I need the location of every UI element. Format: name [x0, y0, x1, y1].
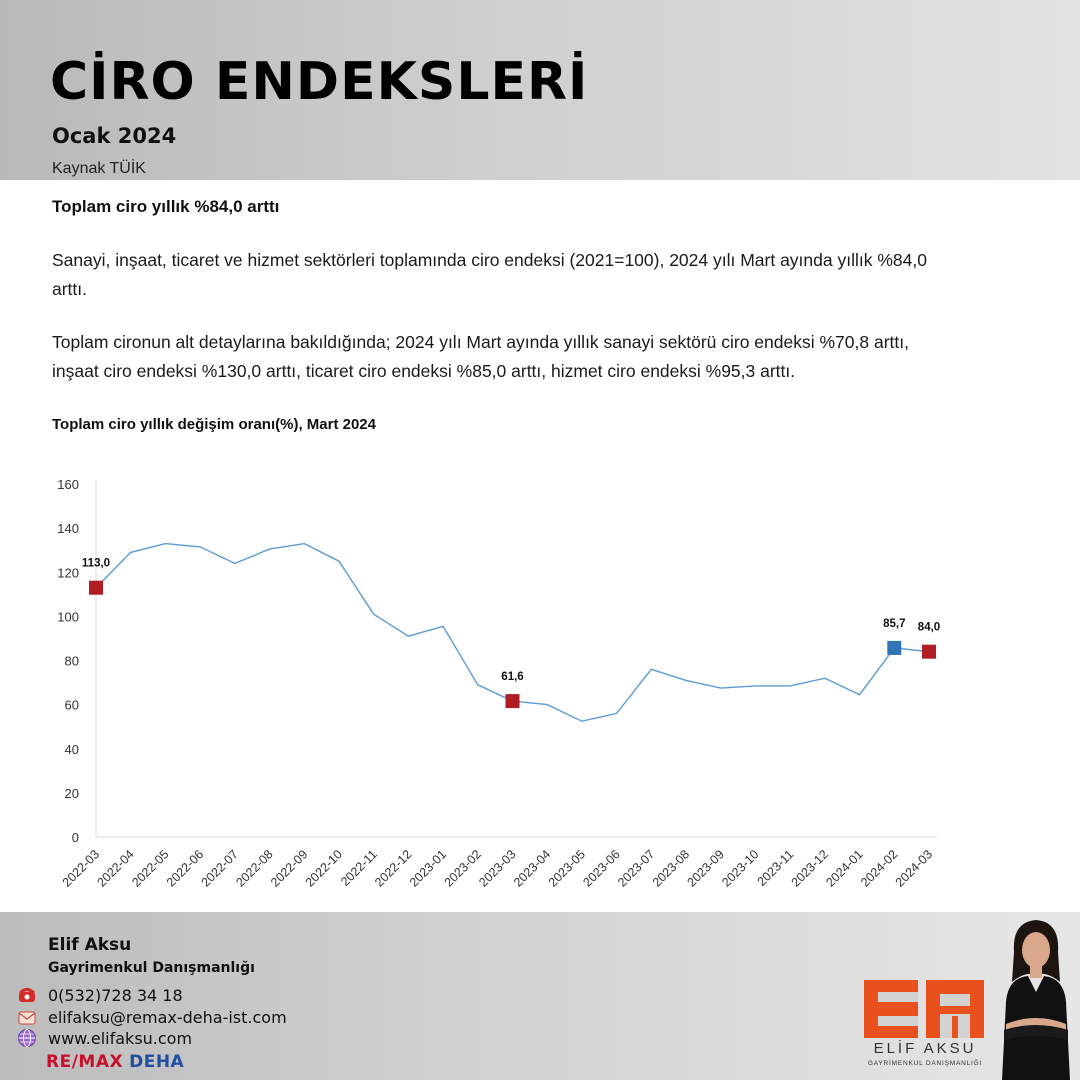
brand-logo: ELİF AKSU GAYRİMENKUL DANIŞMANLIĞI [862, 978, 988, 1074]
x-tick-label: 2023-05 [546, 847, 588, 889]
chart-title: Toplam ciro yıllık değişim oranı(%), Mar… [52, 416, 376, 433]
y-tick-label: 160 [57, 477, 79, 492]
website-url: www.elifaksu.com [48, 1028, 193, 1048]
globe-icon [16, 1028, 38, 1048]
x-tick-label: 2022-04 [94, 847, 136, 889]
data-label: 84,0 [918, 622, 940, 634]
x-tick-label: 2022-06 [164, 847, 206, 889]
header-banner: CİRO ENDEKSLERİ Ocak 2024 Kaynak TÜİK [0, 0, 1080, 180]
x-tick-label: 2023-06 [580, 847, 622, 889]
x-tick-label: 2024-03 [893, 847, 935, 889]
x-tick-label: 2023-01 [407, 847, 449, 889]
headline: Toplam ciro yıllık %84,0 arttı [52, 197, 280, 216]
x-tick-label: 2022-11 [338, 847, 380, 889]
office-name: DEHA [129, 1052, 185, 1072]
x-tick-label: 2023-02 [442, 847, 484, 889]
x-tick-label: 2022-10 [303, 847, 345, 889]
highlight-marker [505, 694, 520, 709]
email-address: elifaksu@remax-deha-ist.com [48, 1007, 287, 1027]
ea-monogram-icon [864, 980, 984, 1038]
x-tick-label: 2023-10 [719, 847, 761, 889]
paragraph-details: Toplam cironun alt detaylarına bakıldığı… [52, 332, 909, 381]
x-tick-label: 2023-04 [511, 847, 553, 889]
highlight-marker [922, 644, 936, 659]
x-tick-label: 2022-05 [129, 847, 171, 889]
phone-number: 0(532)728 34 18 [48, 985, 183, 1005]
agent-portrait [1002, 920, 1070, 1080]
brand-name: ELİF AKSU [873, 1040, 977, 1057]
highlight-marker [887, 640, 902, 655]
y-tick-label: 20 [65, 786, 79, 801]
y-tick-label: 60 [65, 698, 79, 713]
y-tick-label: 80 [65, 654, 79, 669]
x-tick-label: 2022-12 [372, 847, 414, 889]
agent-role: Gayrimenkul Danışmanlığı [48, 960, 255, 976]
page-title: CİRO ENDEKSLERİ [50, 52, 589, 112]
website-contact[interactable]: www.elifaksu.com [16, 1028, 192, 1048]
remax-wordmark: RE/MAX [46, 1052, 124, 1072]
x-tick-label: 2022-08 [233, 847, 275, 889]
email-contact[interactable]: elifaksu@remax-deha-ist.com [16, 1007, 287, 1027]
x-tick-label: 2023-08 [650, 847, 692, 889]
data-label: 85,7 [883, 618, 905, 630]
x-tick-label: 2023-07 [615, 847, 657, 889]
data-label: 61,6 [501, 671, 523, 683]
brand-subtitle: GAYRİMENKUL DANIŞMANLIĞI [867, 1060, 983, 1067]
x-tick-label: 2024-01 [823, 847, 865, 889]
source-label: Kaynak TÜİK [52, 160, 146, 177]
x-tick-label: 2022-09 [268, 847, 310, 889]
agent-name: Elif Aksu [48, 935, 132, 955]
y-tick-label: 120 [57, 565, 79, 580]
y-tick-label: 0 [72, 830, 79, 845]
x-tick-label: 2023-12 [789, 847, 831, 889]
phone-icon [16, 985, 38, 1005]
data-label: 113,0 [82, 558, 110, 570]
email-icon [16, 1007, 38, 1027]
line-chart: 0204060801001201401602022-032022-042022-… [57, 477, 940, 890]
y-tick-label: 40 [65, 742, 79, 757]
x-tick-label: 2024-02 [858, 847, 900, 889]
x-tick-label: 2023-03 [476, 847, 518, 889]
page-subtitle: Ocak 2024 [52, 124, 177, 148]
footer: Elif Aksu Gayrimenkul Danışmanlığı 0(532… [0, 912, 1080, 1080]
y-tick-label: 100 [57, 609, 79, 624]
x-tick-label: 2022-07 [199, 847, 241, 889]
x-tick-label: 2023-11 [755, 847, 797, 889]
remax-logo: RE/MAX DEHA [46, 1052, 184, 1072]
highlight-marker [89, 580, 103, 595]
x-tick-label: 2022-03 [60, 847, 102, 889]
paragraph-summary: Sanayi, inşaat, ticaret ve hizmet sektör… [52, 250, 927, 299]
x-tick-label: 2023-09 [685, 847, 727, 889]
phone-contact[interactable]: 0(532)728 34 18 [16, 985, 183, 1005]
y-tick-label: 140 [57, 521, 79, 536]
